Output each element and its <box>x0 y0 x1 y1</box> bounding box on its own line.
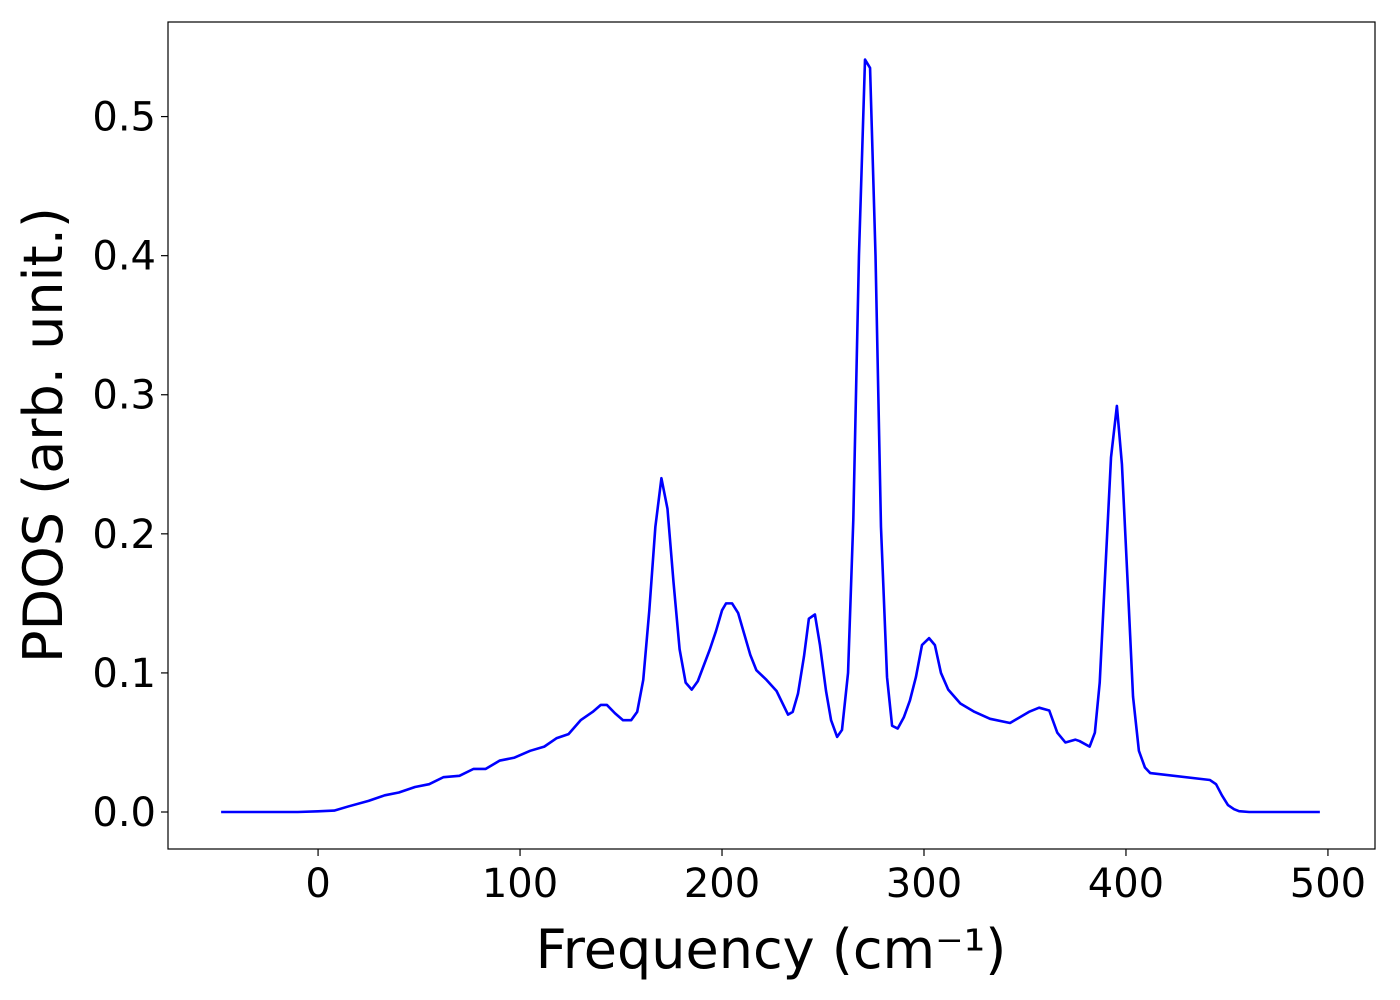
x-tick-label: 500 <box>1290 861 1366 907</box>
x-axis-label: Frequency (cm⁻¹) <box>536 918 1007 981</box>
y-axis-label: PDOS (arb. unit.) <box>12 207 75 663</box>
y-tick-label: 0.1 <box>92 651 156 697</box>
y-tick-label: 0.2 <box>92 512 156 558</box>
x-tick-label: 200 <box>684 861 760 907</box>
data-line <box>221 58 1320 814</box>
plot-frame <box>167 21 1376 850</box>
x-tick-label: 400 <box>1088 861 1164 907</box>
y-tick-label: 0.4 <box>92 234 156 280</box>
x-tick-label: 0 <box>305 861 330 907</box>
y-tick-label: 0.3 <box>92 373 156 419</box>
x-tick-label: 300 <box>886 861 962 907</box>
x-tick-label: 100 <box>482 861 558 907</box>
y-tick-label: 0.0 <box>92 790 156 836</box>
y-tick-label: 0.5 <box>92 95 156 141</box>
